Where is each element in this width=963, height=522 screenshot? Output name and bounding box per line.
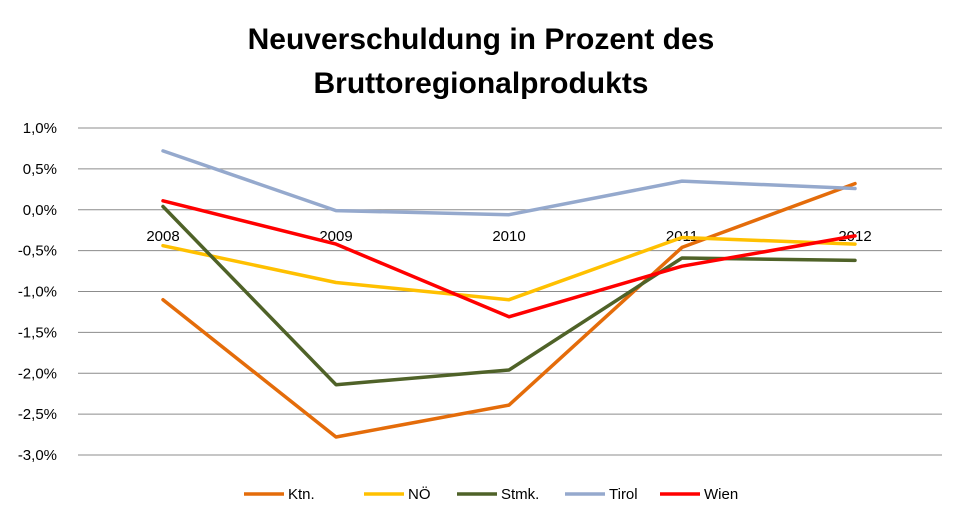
legend-label: Stmk. <box>501 486 539 503</box>
legend-item: Tirol <box>565 486 638 503</box>
series-lines <box>161 149 857 439</box>
series-line-tirol <box>161 149 857 217</box>
series-line-stmk <box>161 204 857 387</box>
legend-label: Ktn. <box>288 486 315 503</box>
y-tick-label: -3,0% <box>18 447 57 464</box>
y-tick-label: 0,5% <box>23 161 57 178</box>
y-tick-label: 0,0% <box>23 202 57 219</box>
y-axis-ticks: 1,0% 0,5% 0,0% -0,5% -1,0% -1,5% -2,0% -2,5% -3,… <box>18 120 57 464</box>
x-axis-ticks: 2008 2009 2010 2011 2012 <box>146 228 871 245</box>
legend-item: NÖ <box>364 485 431 503</box>
chart-title-line-1: Neuverschuldung in Prozent des <box>248 23 715 56</box>
legend: Ktn. NÖ Stmk. Tirol Wien <box>244 485 738 503</box>
legend-label: Tirol <box>609 486 638 503</box>
y-tick-label: -0,5% <box>18 243 57 260</box>
y-tick-label: -2,0% <box>18 365 57 382</box>
legend-item: Stmk. <box>457 486 539 503</box>
legend-item: Wien <box>660 486 738 503</box>
y-tick-label: -1,5% <box>18 324 57 341</box>
legend-item: Ktn. <box>244 486 315 503</box>
series-line-wien <box>161 199 857 319</box>
y-tick-label: -2,5% <box>18 406 57 423</box>
x-tick-label: 2010 <box>492 228 525 245</box>
series-line-ktn <box>161 181 857 439</box>
y-tick-label: -1,0% <box>18 284 57 301</box>
legend-label: NÖ <box>408 485 431 503</box>
legend-label: Wien <box>704 486 738 503</box>
series-line-n <box>161 235 857 302</box>
y-tick-label: 1,0% <box>23 120 57 137</box>
gridlines <box>78 127 942 456</box>
x-tick-label: 2008 <box>146 228 179 245</box>
chart-title-line-2: Bruttoregionalprodukts <box>314 67 649 100</box>
